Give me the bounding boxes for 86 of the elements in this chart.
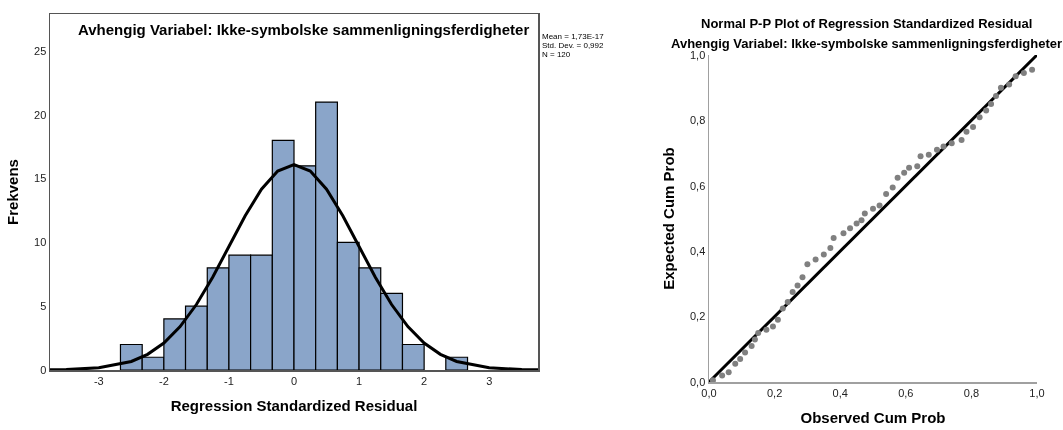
point [925,151,932,158]
text: Avhengig Variabel: Ikke-symbolske sammenligningsferdigheter [78,21,530,38]
x-tick-label: -2 [158,374,169,387]
text: Std. Dev. = 0,992 [542,41,604,50]
point [906,164,913,171]
y-tick-label: 0,4 [690,245,706,258]
point [784,298,791,305]
point [769,323,776,330]
x-tick-label: 1,0 [1029,386,1045,399]
point [774,316,781,323]
x-axis-title: Observed Cum Prob [800,409,946,427]
point [976,114,983,121]
point [1006,81,1013,88]
point [751,336,758,343]
point [725,369,732,376]
y-tick-label: 5 [40,300,47,313]
point [789,289,796,296]
point [983,107,990,114]
point [870,205,876,212]
point [940,143,947,150]
point [948,140,955,147]
x-tick-label: -1 [224,374,234,387]
point [901,169,908,176]
point [876,202,883,209]
point [914,163,921,170]
point [958,137,965,144]
point [779,305,786,312]
point [917,153,924,160]
point [709,377,716,382]
x-tick-label: 2 [421,374,428,387]
point [889,184,896,191]
point [799,274,806,281]
x-tick-label: 1 [356,374,363,387]
point [894,174,901,181]
point [1029,66,1036,73]
x-tick-label: 0,2 [766,386,783,399]
x-tick-label: 0,8 [963,386,980,399]
chart-title: Normal P-P Plot of Regression Standardized Residual [701,16,1033,31]
point [988,101,995,108]
x-tick-label: 0 [290,374,298,387]
y-tick-label: 0,6 [690,179,706,192]
point [820,251,827,258]
point [1012,73,1019,80]
point [861,210,868,217]
x-tick-label: -3 [93,374,104,387]
y-tick-label: 0,8 [690,114,706,127]
point [827,244,834,251]
point [755,329,762,336]
y-tick-label: 0 [40,363,47,376]
y-tick-label: 10 [34,236,47,249]
point [804,261,811,268]
y-tick-label: 1,0 [690,48,706,61]
point [812,256,819,263]
point [732,360,739,367]
point [997,84,1004,91]
point [858,217,865,224]
point [933,146,940,153]
point [970,123,977,130]
text: Mean = 1,73E-17 [542,32,605,41]
chart-subtitle: Avhengig Variabel: Ikke-symbolske sammenligningsferdigheter [671,36,1063,51]
point [737,356,744,363]
y-tick-label: 20 [34,108,47,121]
x-tick-label: 0,4 [832,386,848,399]
point [763,326,770,333]
y-tick-label: 0,2 [690,310,706,323]
point [847,225,854,232]
y-axis-title: Expected Cum Prob [659,147,677,290]
point [963,128,970,135]
point [748,343,755,350]
y-tick-label: 15 [34,172,47,185]
x-tick-label: 0,6 [898,386,914,399]
x-tick-label: 0,0 [701,386,717,399]
point [853,220,860,227]
x-tick-label: 3 [486,374,493,387]
text: N = 120 [542,50,571,59]
point [830,235,837,242]
point [1020,69,1027,76]
point [840,230,847,237]
point [794,282,801,289]
point [883,190,890,197]
y-tick-label: 25 [34,44,47,57]
point [993,92,999,99]
y-axis-title: Frekvens [3,159,21,225]
point [742,349,749,356]
point [719,372,726,379]
x-axis-title: Regression Standardized Residual [170,397,418,415]
